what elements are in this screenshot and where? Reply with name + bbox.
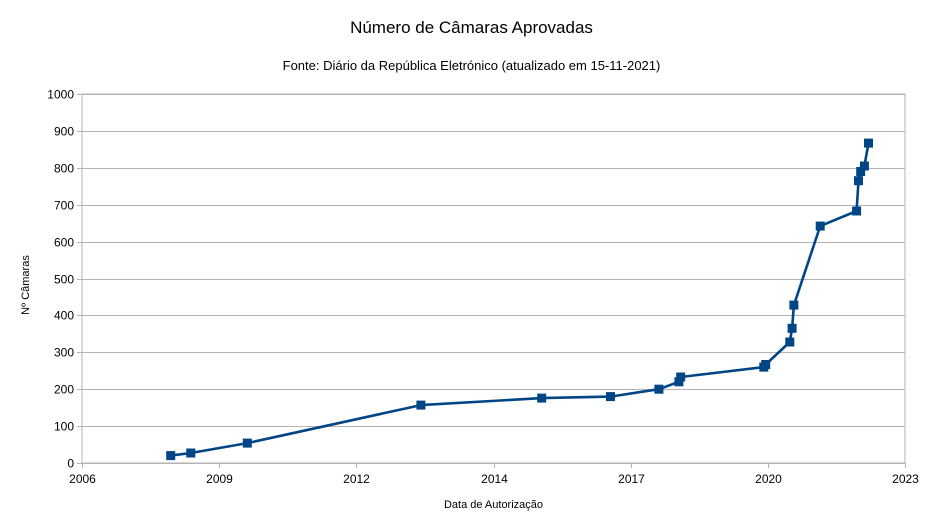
data-point-marker <box>606 392 615 402</box>
data-point-marker <box>242 438 252 448</box>
data-point-marker <box>676 372 686 382</box>
y-tick-label: 300 <box>54 346 74 360</box>
x-tick-label: 2012 <box>343 472 370 486</box>
x-tick-label: 2020 <box>755 472 782 486</box>
data-point-marker <box>785 337 795 347</box>
chart-title: Número de Câmaras Aprovadas <box>350 18 593 37</box>
data-point-marker <box>815 221 825 231</box>
data-point-marker <box>416 400 426 410</box>
data-point-marker <box>787 323 797 333</box>
series-line <box>170 142 870 457</box>
data-point-marker <box>859 161 869 171</box>
chart-subtitle: Fonte: Diário da República Eletrónico (a… <box>282 58 661 73</box>
data-point-marker <box>854 176 863 186</box>
x-tick-label: 2017 <box>618 472 645 486</box>
data-point-marker <box>852 206 862 216</box>
y-tick-label: 400 <box>54 309 74 323</box>
y-tick-label: 0 <box>67 457 74 471</box>
x-tick-label: 2014 <box>481 472 508 486</box>
y-tick-label: 600 <box>54 236 74 250</box>
y-tick-label: 900 <box>54 125 74 139</box>
data-point-marker <box>654 384 664 394</box>
y-tick-label: 1000 <box>47 88 74 102</box>
data-point-marker <box>864 138 873 148</box>
data-point-marker <box>186 448 196 458</box>
data-point-marker <box>856 167 866 176</box>
y-tick-label: 200 <box>54 383 74 397</box>
data-point-marker <box>674 377 684 387</box>
x-tick-label: 2023 <box>892 472 919 486</box>
x-tick-label: 2009 <box>206 472 233 486</box>
plot-area <box>81 93 906 464</box>
data-point-marker <box>537 393 547 403</box>
data-point-marker <box>761 360 771 369</box>
data-point-marker <box>789 300 799 310</box>
data-point-marker <box>166 451 176 461</box>
y-tick-label: 500 <box>54 273 74 287</box>
y-tick-label: 700 <box>54 199 74 213</box>
x-tick-label: 2006 <box>69 472 96 486</box>
y-tick-label: 100 <box>54 420 74 434</box>
x-axis-label: Data de Autorização <box>443 499 544 511</box>
y-tick-label: 800 <box>54 162 74 176</box>
